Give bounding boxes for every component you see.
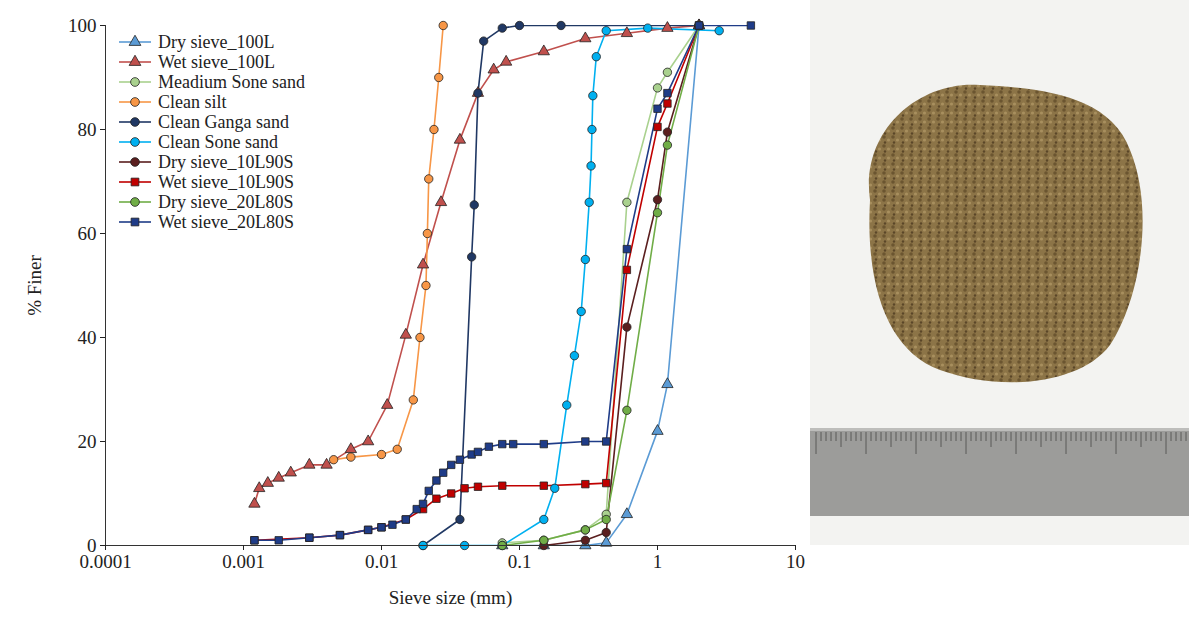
svg-text:0.0001: 0.0001 xyxy=(79,551,132,572)
svg-text:80: 80 xyxy=(78,119,97,140)
svg-text:10: 10 xyxy=(786,551,805,572)
html-text:Wet sieve_100L: Wet sieve_100L xyxy=(158,52,275,72)
html-text:Wet sieve_20L80S: Wet sieve_20L80S xyxy=(158,212,294,232)
svg-text:60: 60 xyxy=(78,223,97,244)
html-text:Dry sieve_20L80S: Dry sieve_20L80S xyxy=(158,192,294,212)
html-text:Wet sieve_10L90S: Wet sieve_10L90S xyxy=(158,172,294,192)
html-text:Meadium Sone sand: Meadium Sone sand xyxy=(158,72,305,92)
svg-text:0.01: 0.01 xyxy=(365,551,398,572)
svg-text:Sieve size (mm): Sieve size (mm) xyxy=(389,587,512,609)
html-text:Clean silt: Clean silt xyxy=(158,92,227,112)
svg-text:1: 1 xyxy=(653,551,663,572)
html-text:Dry sieve_10L90S: Dry sieve_10L90S xyxy=(158,152,294,172)
svg-text:0: 0 xyxy=(87,535,97,556)
svg-text:% Finer: % Finer xyxy=(24,254,45,315)
html-text:Clean Sone sand: Clean Sone sand xyxy=(158,132,278,152)
svg-text:20: 20 xyxy=(78,431,97,452)
svg-text:100: 100 xyxy=(68,15,97,36)
svg-text:0.001: 0.001 xyxy=(222,551,265,572)
html-text:Clean Ganga sand: Clean Ganga sand xyxy=(158,112,289,132)
svg-text:0.1: 0.1 xyxy=(508,551,532,572)
html-text:Dry sieve_100L: Dry sieve_100L xyxy=(158,32,275,52)
svg-text:40: 40 xyxy=(78,327,97,348)
